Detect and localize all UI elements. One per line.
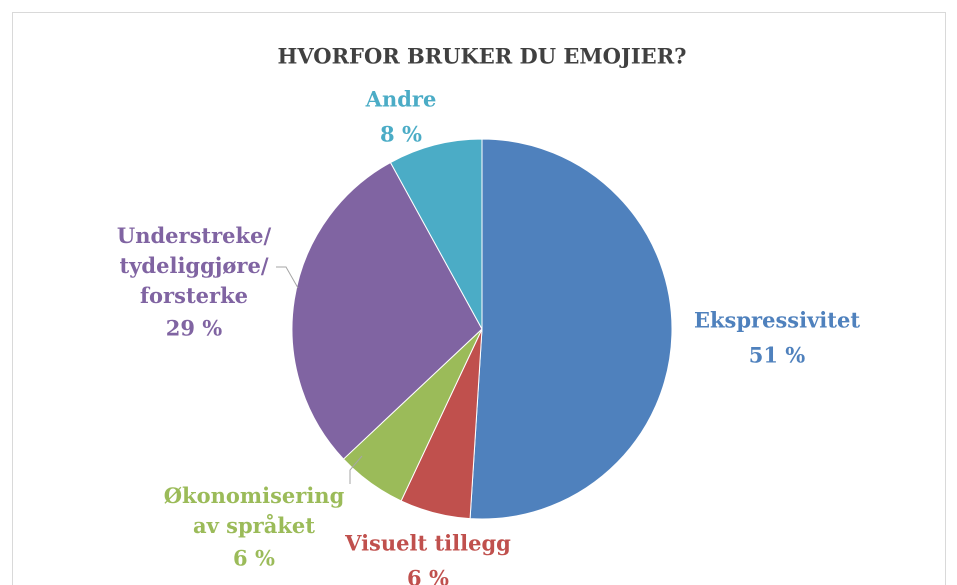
slice-label: Andre	[365, 87, 437, 112]
chart-title: HVORFOR BRUKER DU EMOJIER?	[278, 44, 687, 69]
slice-value-label: 29 %	[166, 316, 223, 341]
pie-slice	[291, 161, 483, 460]
slice-value-label: 6 %	[233, 546, 275, 571]
slice-label: Økonomisering av språket	[164, 483, 345, 538]
leader-line	[349, 455, 363, 484]
pie-slice	[389, 138, 483, 330]
slice-label: Ekspressivitet	[694, 308, 860, 333]
leader-line	[276, 266, 299, 289]
slice-label: Understreke/tydeliggjøre/forsterke	[117, 223, 272, 308]
slice-value-label: 8 %	[380, 122, 422, 147]
pie-slice	[469, 138, 673, 520]
slice-label: Visuelt tillegg	[344, 531, 511, 556]
slice-value-label: 51 %	[749, 343, 806, 368]
slice-value-label: 6 %	[407, 566, 449, 585]
